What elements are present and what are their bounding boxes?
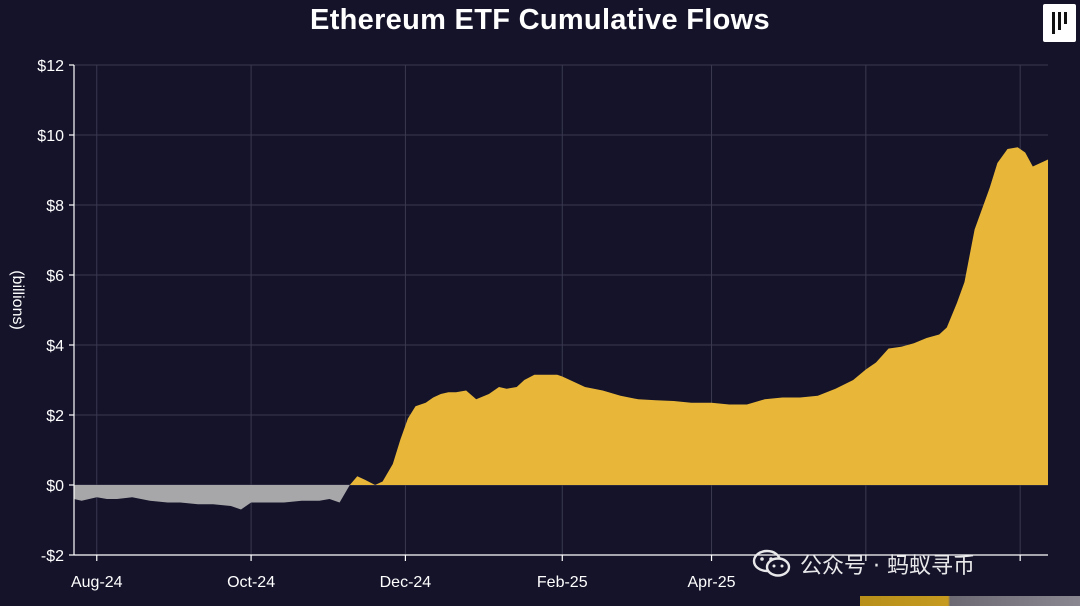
bottom-strip bbox=[860, 596, 1080, 606]
x-tick-label: Oct-24 bbox=[227, 574, 275, 591]
axes bbox=[69, 64, 1048, 561]
y-tick-label: $8 bbox=[46, 198, 64, 215]
y-tick-label: $6 bbox=[46, 268, 64, 285]
x-tick-label: Feb-25 bbox=[537, 574, 588, 591]
y-tick-label: $0 bbox=[46, 478, 64, 495]
y-tick-labels: -$2 $0 $2 $4 $6 $8 $10 $12 bbox=[37, 58, 64, 565]
flow-area bbox=[74, 147, 1048, 510]
negative-flow-area bbox=[74, 485, 1048, 510]
x-tick-label: Dec-24 bbox=[380, 574, 432, 591]
y-tick-label: $10 bbox=[37, 128, 64, 145]
wechat-icon bbox=[752, 549, 791, 577]
y-tick-label: $4 bbox=[46, 338, 64, 355]
x-tick-label: Apr-25 bbox=[688, 574, 736, 591]
x-tick-labels: Aug-24 Oct-24 Dec-24 Feb-25 Apr-25 bbox=[71, 574, 736, 591]
watermark: 公众号 · 蚂蚁寻币 bbox=[752, 546, 975, 582]
y-tick-label: -$2 bbox=[41, 548, 64, 565]
y-tick-label: $2 bbox=[46, 408, 64, 425]
y-axis-label: (billions) bbox=[9, 270, 26, 330]
y-tick-label: $12 bbox=[37, 58, 64, 75]
brand-logo bbox=[1043, 4, 1076, 42]
x-tick-label: Aug-24 bbox=[71, 574, 123, 591]
positive-flow-area bbox=[74, 147, 1048, 486]
watermark-text: 公众号 · 蚂蚁寻币 bbox=[800, 554, 975, 579]
chart-title: Ethereum ETF Cumulative Flows bbox=[310, 4, 770, 36]
